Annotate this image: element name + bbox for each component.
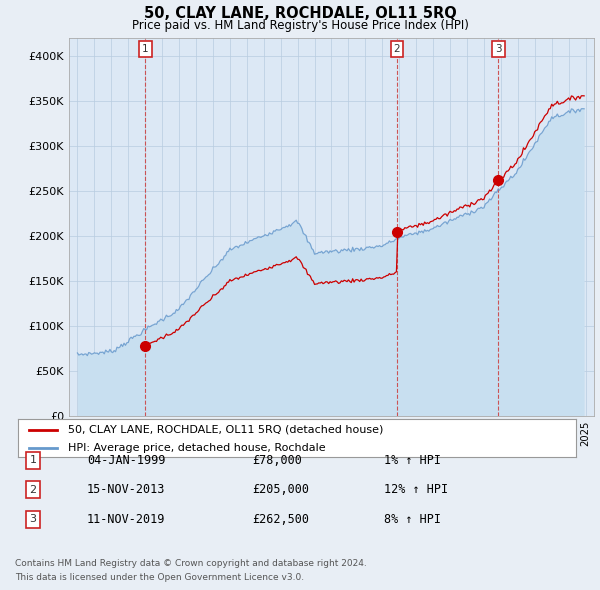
Text: 2: 2 — [394, 44, 400, 54]
Text: 3: 3 — [29, 514, 37, 524]
Text: 50, CLAY LANE, ROCHDALE, OL11 5RQ (detached house): 50, CLAY LANE, ROCHDALE, OL11 5RQ (detac… — [68, 425, 383, 435]
Text: HPI: Average price, detached house, Rochdale: HPI: Average price, detached house, Roch… — [68, 442, 326, 453]
Text: 04-JAN-1999: 04-JAN-1999 — [87, 454, 166, 467]
Text: 1: 1 — [29, 455, 37, 465]
Text: Contains HM Land Registry data © Crown copyright and database right 2024.: Contains HM Land Registry data © Crown c… — [15, 559, 367, 568]
Text: 1% ↑ HPI: 1% ↑ HPI — [384, 454, 441, 467]
Text: £78,000: £78,000 — [252, 454, 302, 467]
Text: 8% ↑ HPI: 8% ↑ HPI — [384, 513, 441, 526]
Text: £205,000: £205,000 — [252, 483, 309, 496]
Text: 15-NOV-2013: 15-NOV-2013 — [87, 483, 166, 496]
Text: 2: 2 — [29, 485, 37, 494]
Text: 50, CLAY LANE, ROCHDALE, OL11 5RQ: 50, CLAY LANE, ROCHDALE, OL11 5RQ — [143, 6, 457, 21]
Text: 3: 3 — [495, 44, 502, 54]
Text: Price paid vs. HM Land Registry's House Price Index (HPI): Price paid vs. HM Land Registry's House … — [131, 19, 469, 32]
Text: This data is licensed under the Open Government Licence v3.0.: This data is licensed under the Open Gov… — [15, 572, 304, 582]
Text: £262,500: £262,500 — [252, 513, 309, 526]
Text: 1: 1 — [142, 44, 149, 54]
Text: 12% ↑ HPI: 12% ↑ HPI — [384, 483, 448, 496]
Text: 11-NOV-2019: 11-NOV-2019 — [87, 513, 166, 526]
